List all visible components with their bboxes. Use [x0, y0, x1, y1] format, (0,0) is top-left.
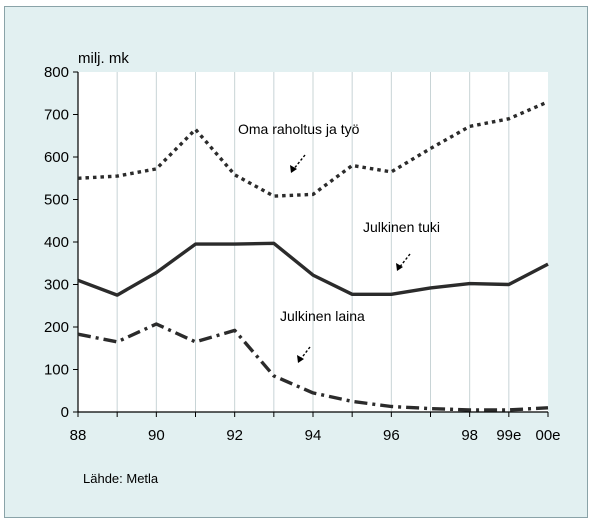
y-tick-label: 600	[44, 149, 69, 166]
y-tick-label: 300	[44, 277, 69, 294]
annotation-arrow-1	[398, 253, 411, 269]
y-unit-label: milj. mk	[78, 50, 129, 67]
series-line-2	[77, 322, 549, 412]
series-line-1	[77, 241, 549, 297]
grid-lines	[116, 72, 510, 412]
y-tick-label: 700	[44, 107, 69, 124]
y-tick-label: 400	[44, 234, 69, 251]
annotations: Oma raholtus ja työ Julkinen tuki Julkinen…	[238, 121, 440, 363]
annotation-arrowhead-0	[290, 165, 297, 173]
y-tick-label: 0	[61, 404, 69, 421]
y-tick-label: 800	[44, 64, 69, 81]
x-tick-label: 92	[226, 427, 243, 444]
series-lines	[77, 100, 549, 412]
x-tick-label: 99e	[496, 427, 521, 444]
annotation-label-2: Julkinen laina	[280, 308, 365, 324]
annotation-label-1: Julkinen tuki	[363, 219, 440, 235]
y-tick-label: 500	[44, 192, 69, 209]
x-tick-label: 88	[70, 427, 87, 444]
annotation-arrowhead-2	[297, 355, 304, 363]
y-tick-label: 100	[44, 362, 69, 379]
annotation-arrowhead-1	[396, 263, 403, 271]
annotation-label-0: Oma raholtus ja työ	[238, 121, 360, 137]
x-tick-labels: 88 90 92 94 96 98 99e 00e	[70, 427, 561, 444]
x-tick-label: 98	[461, 427, 478, 444]
x-tick-label: 96	[383, 427, 400, 444]
y-tick-label: 200	[44, 319, 69, 336]
x-tick-label: 90	[148, 427, 165, 444]
x-tick-label: 94	[305, 427, 322, 444]
chart-panel: 0 100 200 300 400 500 600 700 800 88 90 92 94 96 98 99…	[4, 6, 588, 518]
y-tick-labels: 0 100 200 300 400 500 600 700 800	[44, 64, 69, 421]
source-label: Lähde: Metla	[83, 471, 159, 486]
series-line-0	[77, 100, 549, 198]
annotation-arrow-0	[292, 154, 306, 171]
line-chart: 0 100 200 300 400 500 600 700 800 88 90 92 94 96 98 99…	[44, 50, 561, 486]
x-tick-label: 00e	[535, 427, 560, 444]
axes	[73, 71, 549, 417]
